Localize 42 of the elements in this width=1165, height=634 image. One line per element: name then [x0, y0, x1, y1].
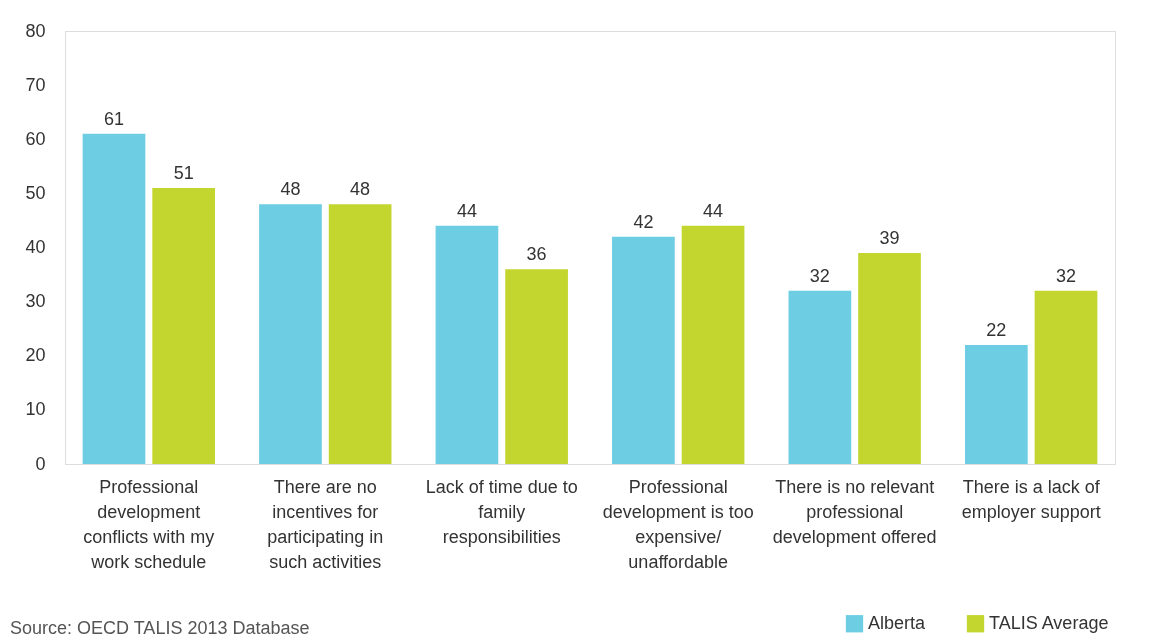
bar — [612, 236, 675, 464]
bar — [681, 225, 745, 464]
y-tick-label: 50 — [25, 182, 46, 203]
y-tick-label: 80 — [25, 20, 46, 41]
data-label: 44 — [456, 200, 477, 221]
bar — [82, 133, 146, 464]
data-label: 39 — [879, 227, 900, 248]
bar — [1034, 290, 1098, 464]
y-tick-label: 60 — [25, 128, 46, 149]
y-tick-label: 20 — [25, 345, 46, 366]
y-tick-label: 40 — [25, 237, 46, 257]
legend-label: Alberta — [868, 612, 927, 633]
data-label: 36 — [526, 244, 547, 265]
bar — [965, 344, 1028, 464]
data-label: 51 — [173, 162, 194, 183]
y-tick-label: 10 — [25, 399, 46, 420]
legend-label: TALIS Average — [989, 612, 1109, 633]
data-label: 48 — [280, 179, 301, 200]
data-label: 32 — [1055, 265, 1077, 286]
x-tick-label: Professional development conflicts with my work schedule — [83, 476, 215, 572]
x-tick-label: Professional development is too expensive/ unaffordable — [602, 476, 754, 572]
data-label: 32 — [809, 265, 830, 286]
x-tick-label: Lack of time due to family responsibilities — [425, 476, 578, 547]
data-label: 61 — [103, 108, 125, 129]
x-tick-label: There is no relevant professional development offered — [772, 476, 937, 547]
source-note: Source: OECD TALIS 2013 Database — [10, 618, 310, 634]
bar — [259, 204, 322, 464]
data-label: 48 — [350, 179, 371, 200]
y-tick-label: 30 — [25, 291, 46, 312]
bar — [152, 187, 215, 464]
y-tick-label: 0 — [35, 453, 46, 474]
bar — [435, 225, 499, 464]
x-tick-label: There is a lack of employer support — [961, 476, 1101, 522]
bar — [328, 204, 392, 464]
data-label: 44 — [703, 200, 724, 221]
data-label: 42 — [633, 211, 654, 232]
bar — [858, 252, 921, 464]
bar — [505, 269, 568, 464]
x-tick-label: There are no incentives for participating in such activities — [267, 476, 384, 572]
y-tick-label: 70 — [25, 74, 46, 95]
bar — [788, 290, 852, 464]
data-label: 22 — [986, 319, 1007, 340]
